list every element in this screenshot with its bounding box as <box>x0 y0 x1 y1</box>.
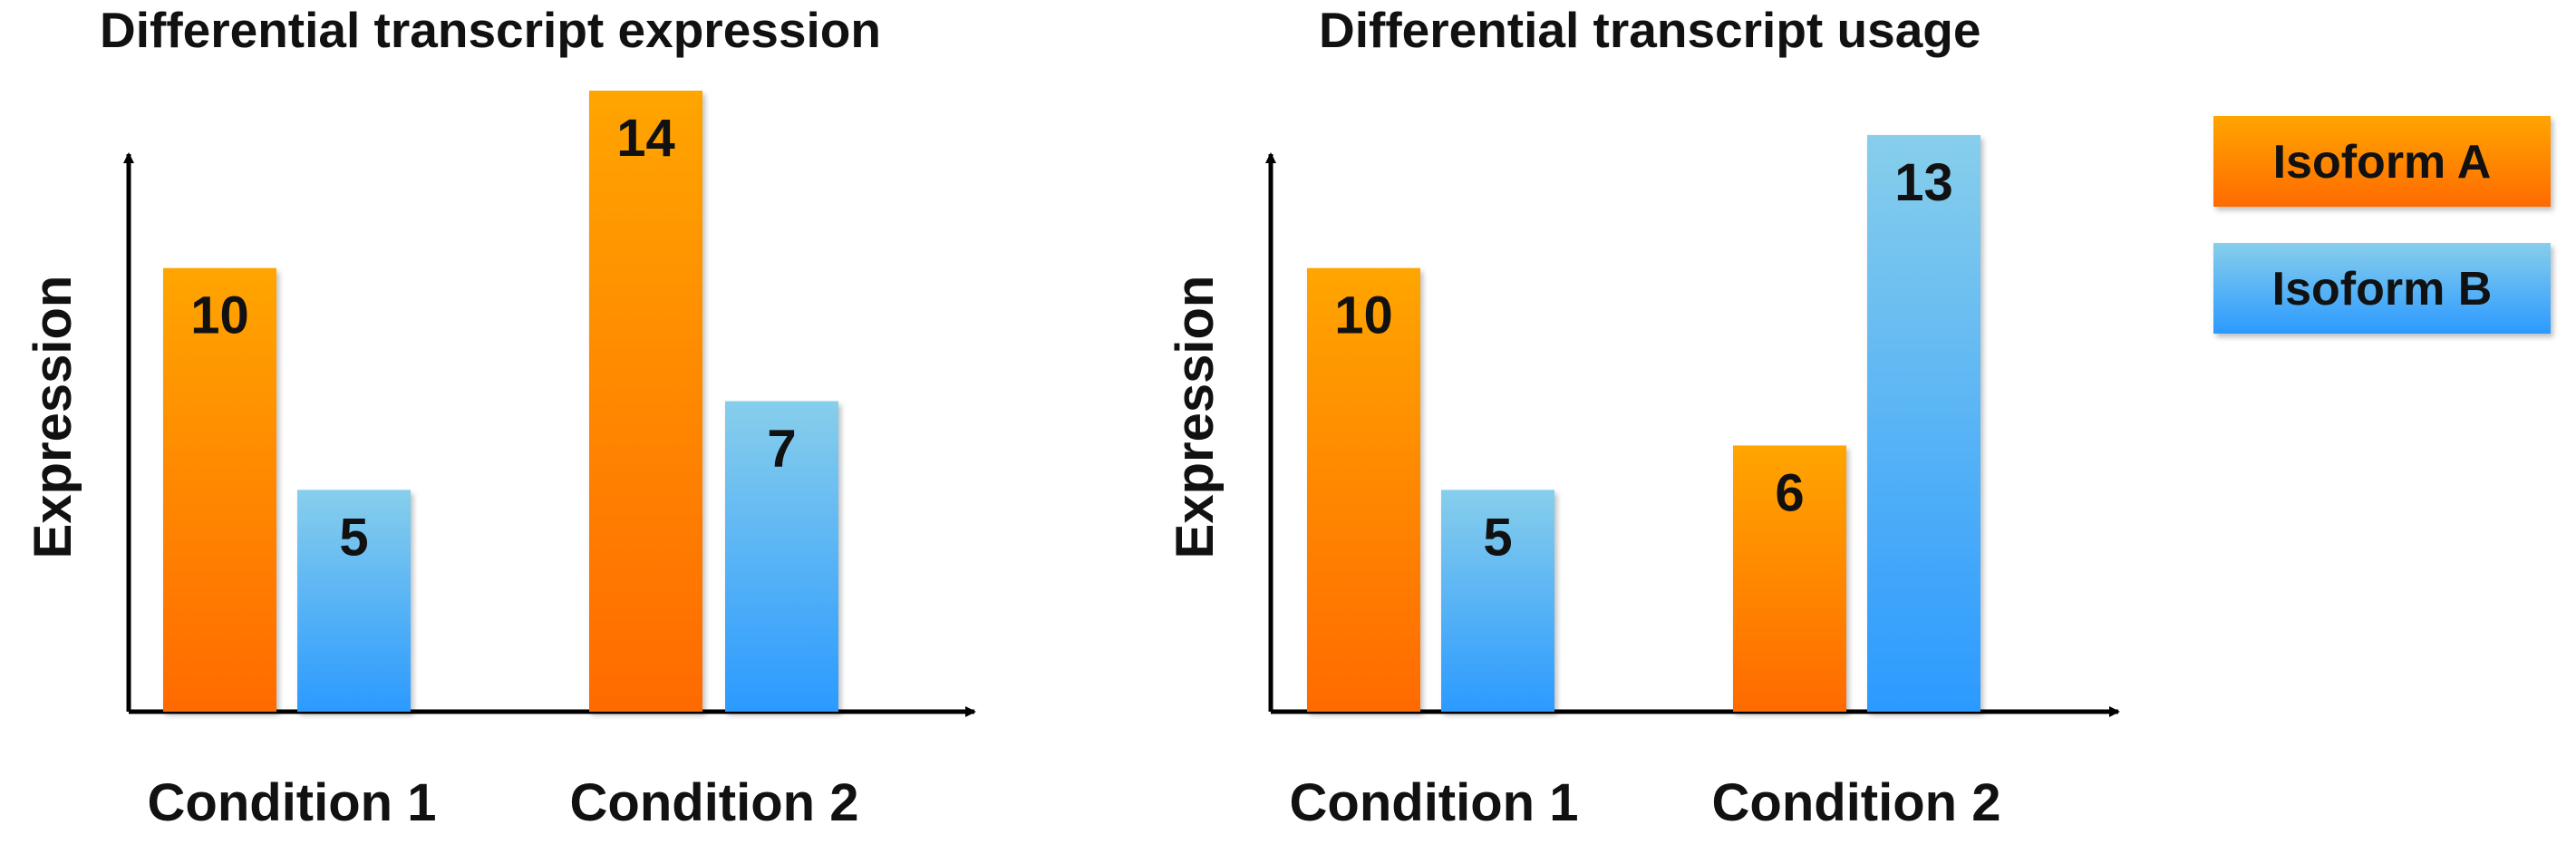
legend-label-isoform-b: Isoform B <box>2272 263 2493 315</box>
legend-swatch-isoform-b <box>2213 243 2551 334</box>
x-tick-label: Condition 2 <box>570 773 859 832</box>
chart-title: Differential transcript expression <box>100 2 881 58</box>
bar-isoform-b-2 <box>1867 134 1980 712</box>
bar-isoform-a-1 <box>163 267 276 712</box>
bar-value-label: 5 <box>1483 508 1512 567</box>
legend-label-isoform-a: Isoform A <box>2273 136 2492 189</box>
bar-value-label: 5 <box>339 508 368 567</box>
bar-isoform-a-1 <box>1307 267 1420 712</box>
bar-value-label: 14 <box>616 109 675 168</box>
x-tick-label: Condition 1 <box>148 773 437 832</box>
bar-isoform-b-1 <box>297 490 411 712</box>
bar-value-label: 6 <box>1775 463 1804 522</box>
bar-isoform-a-2 <box>589 91 702 712</box>
bar-value-label: 10 <box>1334 286 1393 345</box>
y-axis-label: Expression <box>24 276 82 559</box>
x-tick-label: Condition 2 <box>1712 773 2001 832</box>
legend-item-isoform-a: Isoform A <box>2213 116 2551 207</box>
bar-value-label: 7 <box>767 420 796 479</box>
bar-isoform-a-2 <box>1733 445 1846 712</box>
bar-value-label: 10 <box>190 286 249 345</box>
bar-isoform-b-1 <box>1441 490 1554 712</box>
bar-value-label: 13 <box>1894 153 1953 212</box>
legend-item-isoform-b: Isoform B <box>2213 243 2551 334</box>
chart-title: Differential transcript usage <box>1319 2 1980 58</box>
bar-isoform-b-2 <box>725 401 838 712</box>
x-tick-label: Condition 1 <box>1290 773 1579 832</box>
chart-expression: Differential transcript expression Expres… <box>24 2 976 832</box>
legend: Isoform A Isoform B <box>2213 116 2551 334</box>
legend-swatch-isoform-a <box>2213 116 2551 207</box>
y-axis-label: Expression <box>1166 276 1225 559</box>
chart-usage: Differential transcript usage Expression C… <box>1166 2 2120 832</box>
